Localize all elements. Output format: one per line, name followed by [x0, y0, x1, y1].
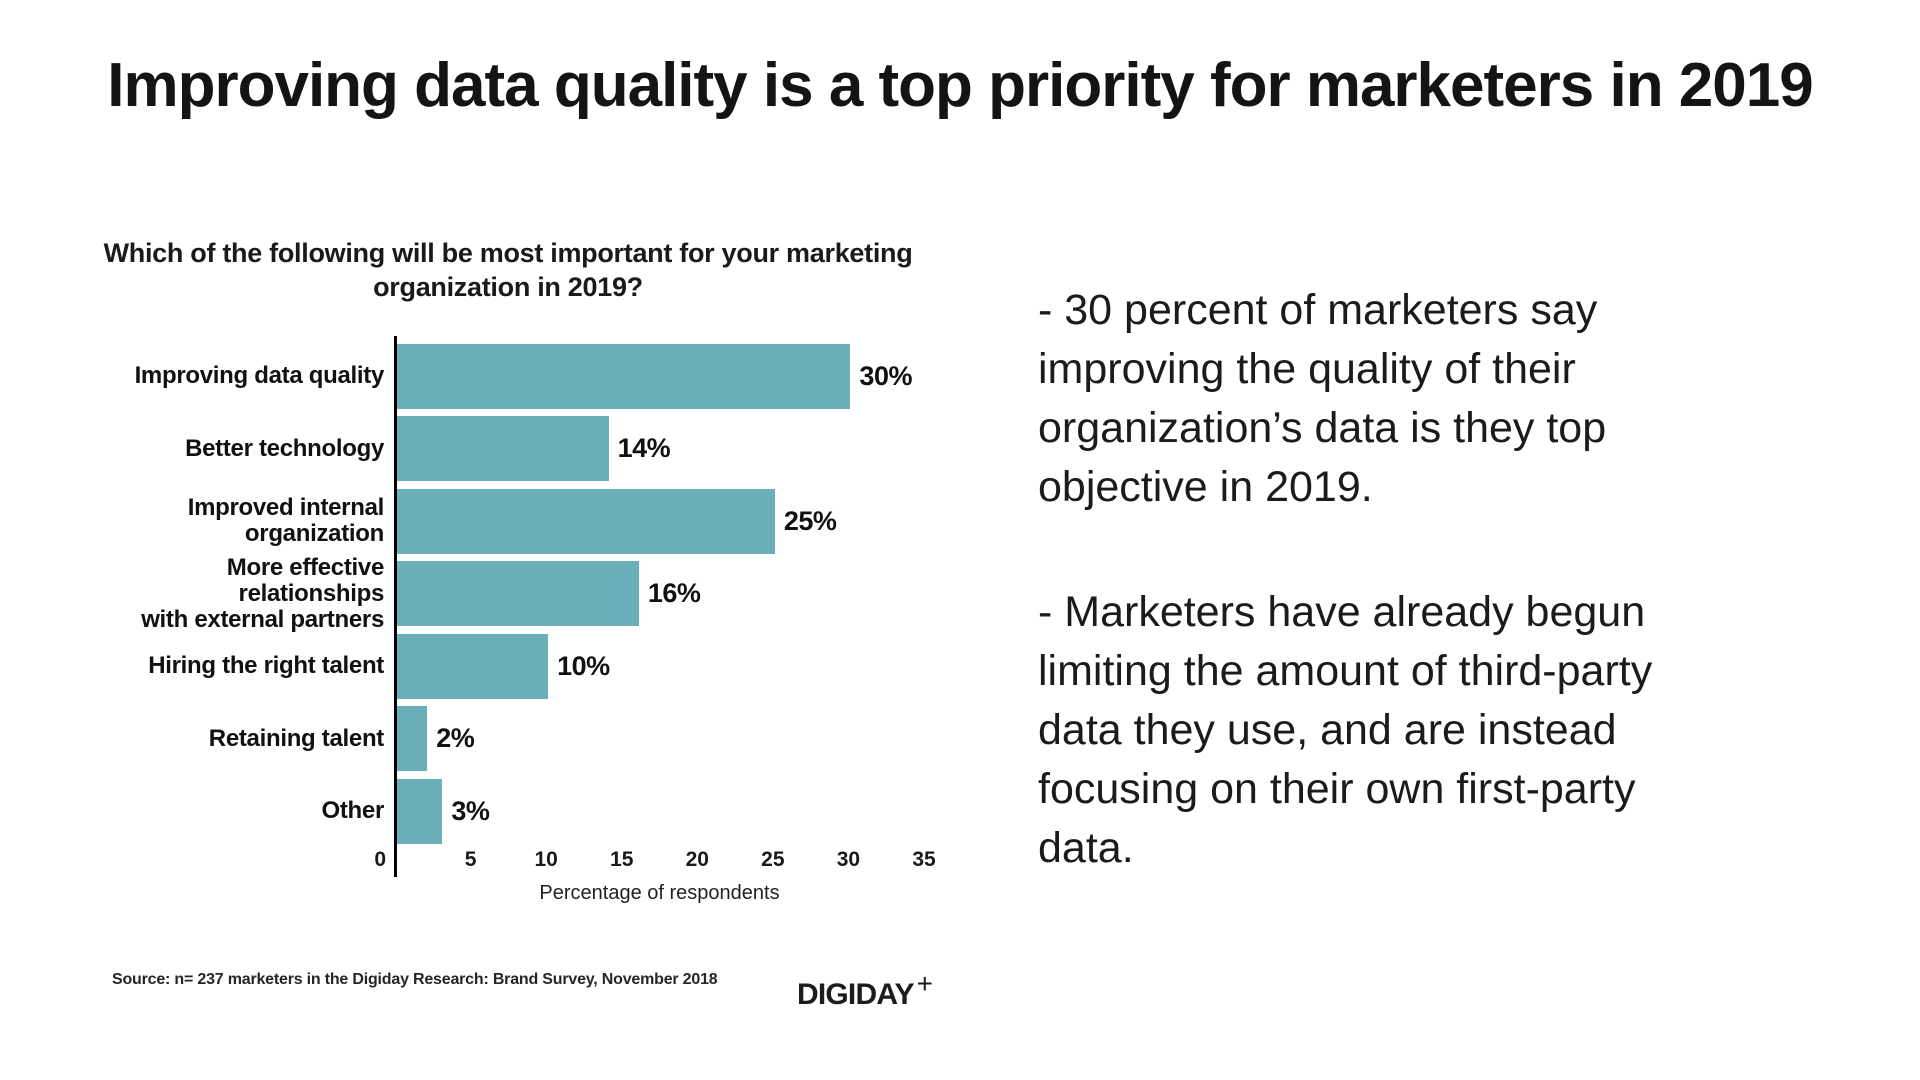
- logo-plus-icon: +: [916, 968, 934, 999]
- bar: [397, 706, 428, 772]
- bar-value-label: 25%: [783, 505, 837, 536]
- bar: [397, 778, 443, 844]
- bar: [397, 561, 639, 627]
- x-tick-label: 35: [912, 848, 936, 871]
- bar-value-label: 2%: [436, 723, 475, 754]
- commentary-paragraph-1: - 30 percent of marketers say improving …: [1038, 286, 1607, 511]
- bar-value-label: 10%: [557, 650, 610, 681]
- bar-row: Retaining talent 2%: [88, 703, 926, 776]
- commentary: - 30 percent of marketers say improving …: [1038, 281, 1758, 944]
- chart-rows: Improving data quality 30% Better techno…: [88, 340, 926, 848]
- logo-text: DIGIDAY: [797, 978, 914, 1011]
- bar-category-label: Retaining talent: [208, 724, 385, 752]
- bar-area: 2%: [397, 706, 926, 772]
- bar-value-label: 30%: [859, 360, 912, 391]
- x-tick-label: 25: [761, 848, 785, 871]
- bar-value-label: 16%: [647, 578, 701, 609]
- x-tick-label: 5: [464, 848, 477, 871]
- bar-category-label: Better technology: [185, 434, 384, 462]
- page-title: Improving data quality is a top priority…: [107, 51, 1813, 120]
- bar-row: Other 3%: [88, 775, 926, 848]
- bar: [397, 343, 851, 409]
- y-axis-line: [394, 336, 397, 877]
- x-tick-label: 30: [836, 848, 861, 871]
- x-axis-label: Percentage of respondents: [539, 882, 780, 904]
- x-axis-ticks: 0 5 10 15 20 25 30 35: [374, 848, 935, 874]
- bar-area: 25%: [397, 488, 926, 554]
- bar-category-label: Improving data quality: [134, 362, 385, 390]
- commentary-paragraph-2: - Marketers have already begun limiting …: [1038, 588, 1653, 872]
- chart-plot: Improving data quality 30% Better techno…: [88, 336, 936, 904]
- bar-row: Improving data quality 30%: [88, 340, 926, 413]
- bar-value-label: 3%: [451, 795, 490, 826]
- bar-row: Hiring the right talent 10%: [88, 630, 926, 703]
- bar-category-label: More effective relationships with extern…: [141, 553, 384, 633]
- bar-area: 14%: [397, 416, 926, 482]
- x-tick-label: 15: [610, 848, 634, 871]
- bar-category-label: Other: [321, 797, 384, 825]
- digiday-logo: DIGIDAY +: [797, 968, 933, 1012]
- chart-title: Which of the following will be most impo…: [103, 238, 913, 302]
- bar-area: 30%: [397, 343, 926, 409]
- bar-value-label: 14%: [617, 433, 671, 464]
- x-tick-label: 10: [534, 848, 558, 871]
- bar-area: 10%: [397, 633, 926, 699]
- bar-area: 16%: [397, 561, 926, 627]
- bar: [397, 633, 549, 699]
- bar: [397, 488, 775, 554]
- bar-category-label: Hiring the right talent: [148, 652, 384, 680]
- bar-area: 3%: [397, 778, 926, 844]
- bar: [397, 416, 609, 482]
- x-tick-label: 0: [374, 848, 386, 871]
- bar-category-label: Improved internal organization: [187, 494, 385, 548]
- bar-row: Improved internal organization 25%: [88, 485, 926, 558]
- bar-row: Better technology 14%: [88, 413, 926, 486]
- bar-row: More effective relationships with extern…: [88, 553, 926, 633]
- x-tick-label: 20: [685, 848, 709, 871]
- source-note: Source: n= 237 marketers in the Digiday …: [112, 971, 718, 988]
